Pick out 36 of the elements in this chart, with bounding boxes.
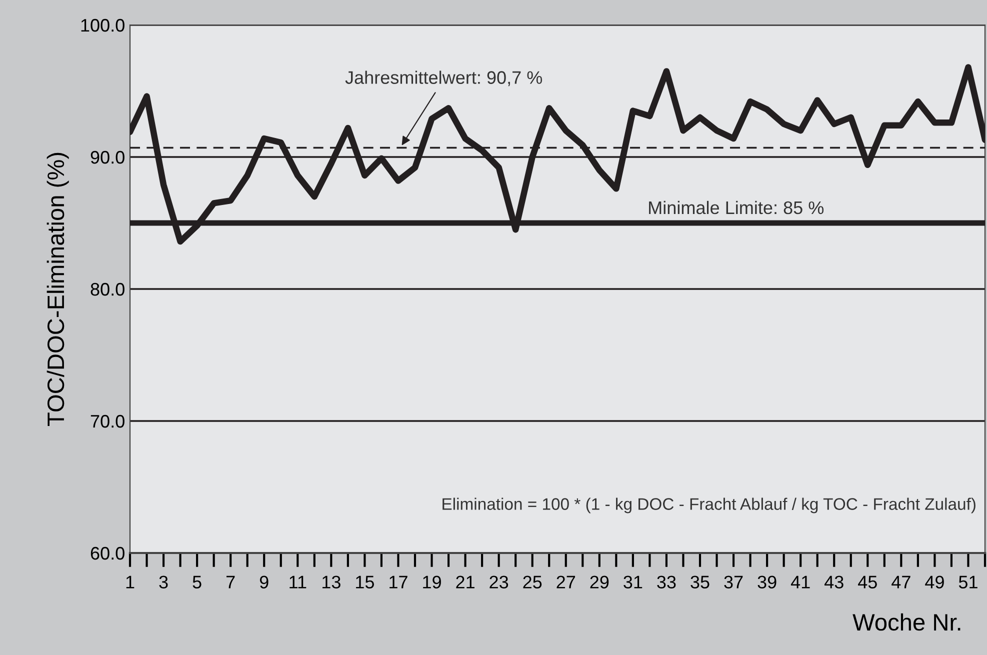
x-tick-label: 13 xyxy=(322,576,340,588)
x-tick-label: 1 xyxy=(126,576,134,588)
y-tick-label: 80.0 xyxy=(90,282,124,296)
x-tick-label: 9 xyxy=(260,576,268,588)
x-tick-label: 7 xyxy=(226,576,235,588)
x-tick-label: 47 xyxy=(892,576,910,588)
x-tick-label: 33 xyxy=(657,576,676,588)
x-tick-label: 17 xyxy=(390,576,408,588)
x-tick-label: 15 xyxy=(356,576,374,588)
y-tick-label: 70.0 xyxy=(90,414,124,428)
x-tick-label: 31 xyxy=(624,576,642,588)
y-tick-label: 90.0 xyxy=(90,150,124,164)
x-tick-label: 27 xyxy=(556,576,576,588)
x-tick-label: 39 xyxy=(758,576,776,588)
x-tick-label: 21 xyxy=(456,576,474,588)
x-tick-label: 3 xyxy=(159,576,168,588)
x-tick-label: 23 xyxy=(490,576,508,588)
x-tick-label: 45 xyxy=(858,576,877,588)
x-tick-label: 25 xyxy=(523,576,542,588)
y-tick-label: 100.0 xyxy=(81,18,124,32)
annotation: Elimination = 100 * (1 - kg DOC - Fracht Ablauf / kg TOC - Fracht Zulauf) xyxy=(442,498,976,514)
x-tick-label: 41 xyxy=(790,576,810,588)
x-tick-label: 49 xyxy=(925,576,944,588)
y-tick-label: 60.0 xyxy=(90,546,124,560)
x-axis-title: Woche Nr. xyxy=(852,613,960,631)
ref-line-label: Jahresmittelwert: 90,7 % xyxy=(345,70,542,86)
x-tick-label: 43 xyxy=(824,576,844,588)
x-tick-label: 51 xyxy=(958,576,978,588)
x-tick-label: 37 xyxy=(724,576,743,588)
y-axis-title: TOC/DOC-Elimination (%) xyxy=(46,152,69,426)
x-tick-label: 29 xyxy=(590,576,609,588)
x-tick-label: 19 xyxy=(423,576,441,588)
x-tick-label: 11 xyxy=(290,576,306,588)
ref-line-label: Minimale Limite: 85 % xyxy=(649,200,824,214)
x-tick-label: 35 xyxy=(690,576,710,588)
x-tick-label: 5 xyxy=(192,576,202,588)
